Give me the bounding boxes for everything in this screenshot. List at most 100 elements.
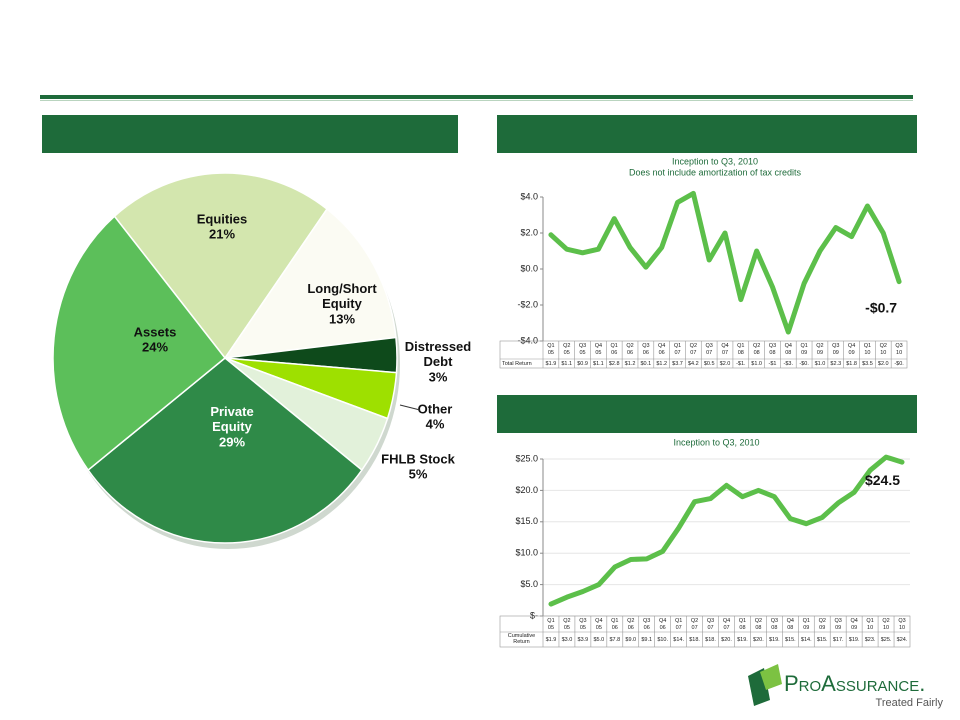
slice-value-label: 13% [329,311,355,326]
x-tick-label: Q2 05 [563,343,570,356]
slice-label: Private Equity [210,404,253,434]
y-tick-label: $2.0 [520,227,538,237]
x-tick-label: Q2 07 [690,343,697,356]
pie-slice [87,357,363,544]
x-tick-label: Q1 09 [800,343,807,356]
x-tick-label: Q1 06 [611,343,618,356]
table-value: $1.8 [846,361,857,367]
table-value: $3.0 [562,637,573,643]
y-tick-label: $5.0 [520,579,538,589]
x-tick-label: Q3 09 [832,343,839,356]
y-tick-label: $15.0 [515,516,538,526]
top-right-banner [497,115,917,153]
x-tick-label: Q2 10 [882,618,889,631]
table-value: -$3. [784,361,794,367]
x-tick-label: Q1 05 [547,618,554,631]
x-tick-label: Q2 08 [753,343,760,356]
table-value: $10. [657,637,668,643]
x-tick-label: Q4 07 [723,618,730,631]
table-value: -$0. [799,361,809,367]
table-value: $20. [753,637,764,643]
x-tick-label: Q4 09 [850,618,857,631]
table-value: $2.0 [878,361,889,367]
pie-slice [113,172,328,360]
slice-value-label: 4% [426,416,445,431]
x-tick-label: Q1 08 [739,618,746,631]
table-row-label: Cumulative Return [508,633,536,645]
table-value: $1.2 [625,361,636,367]
y-tick-label: -$4.0 [517,335,538,345]
x-tick-label: Q3 06 [642,343,649,356]
table-value: $7.8 [609,637,620,643]
x-tick-label: Q4 08 [787,618,794,631]
x-tick-label: Q2 06 [627,618,634,631]
x-tick-label: Q4 06 [658,343,665,356]
series-line [548,454,905,607]
series-line [548,190,902,335]
table-value: $3.9 [578,637,589,643]
x-tick-label: Q1 07 [675,618,682,631]
table-value: $19. [769,637,780,643]
y-tick-label: -$2.0 [517,299,538,309]
slice-value-label: 21% [209,226,235,241]
y-tick-label: $4.0 [520,191,538,201]
logo-name: ProAssurance. [784,671,925,696]
table-value: $3.5 [862,361,873,367]
pie-slice [223,207,397,359]
y-tick-label: $20.0 [515,485,538,495]
table-value: $2.3 [830,361,841,367]
y-tick-label: $10.0 [515,548,538,558]
pie-slice [52,215,227,472]
table-value: $15. [817,637,828,643]
slice-value-label: 5% [409,466,428,481]
x-tick-label: Q4 06 [659,618,666,631]
table-value: $2.0 [720,361,731,367]
x-tick-label: Q1 08 [737,343,744,356]
table-value: $14. [673,637,684,643]
x-tick-label: Q4 05 [595,618,602,631]
x-tick-label: Q2 05 [563,618,570,631]
end-annotation: -$0.7 [865,299,897,315]
x-tick-label: Q3 05 [579,343,586,356]
table-value: $1.0 [751,361,762,367]
table-value: $23. [865,637,876,643]
slice-value-label: 3% [429,369,448,384]
slice-label: Assets [134,324,177,339]
table-value: $14. [801,637,812,643]
x-tick-label: Q4 09 [848,343,855,356]
x-tick-label: Q1 10 [864,343,871,356]
x-tick-label: Q2 09 [816,343,823,356]
x-tick-label: Q4 08 [785,343,792,356]
x-tick-label: Q2 10 [880,343,887,356]
table-value: $15. [785,637,796,643]
other-leader [399,404,421,411]
table-value: -$1. [736,361,746,367]
left-banner [42,115,458,153]
table-value: $25. [881,637,892,643]
table-row-label: Total Return [502,361,532,367]
table-value: $17. [833,637,844,643]
slice-label: Long/Short Equity [307,281,377,311]
x-tick-label: Q2 06 [626,343,633,356]
table-value: $1.9 [546,361,557,367]
chart-title: Inception to Q3, 2010 [672,156,758,166]
x-tick-label: Q3 07 [707,618,714,631]
slice-value-label: 29% [219,434,245,449]
x-tick-label: Q3 07 [706,343,713,356]
x-tick-label: Q4 07 [721,343,728,356]
table-value: $19. [737,637,748,643]
x-tick-label: Q1 07 [674,343,681,356]
x-tick-label: Q3 05 [579,618,586,631]
x-tick-label: Q3 08 [771,618,778,631]
logo-mark-accent [760,664,782,690]
table-border [499,615,911,648]
y-tick-label: $0.0 [520,263,538,273]
table-value: $9.1 [641,637,652,643]
x-tick-label: Q3 10 [895,343,902,356]
table-value: $5.0 [593,637,604,643]
table-value: $1.2 [656,361,667,367]
table-border [499,340,908,369]
table-value: $18. [705,637,716,643]
table-value: $9.0 [625,637,636,643]
table-value: $0.9 [577,361,588,367]
